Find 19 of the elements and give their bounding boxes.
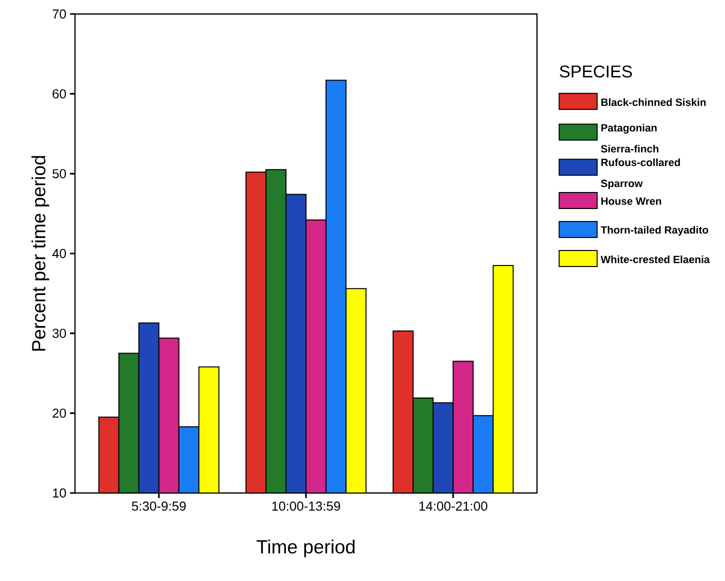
legend-label: Thorn-tailed Rayadito	[600, 226, 708, 236]
text: Rufous-collared Sparrow	[600, 158, 680, 190]
legend-label: White-crested Elaenia	[600, 255, 710, 264]
x-axis-title: Time period	[256, 540, 355, 558]
x-tick-label: 14:00-21:00	[419, 502, 488, 511]
legend-title: SPECIES	[560, 65, 632, 78]
legend-label: House Wren	[601, 198, 662, 205]
y-tick-label: 10	[53, 488, 66, 498]
x-tick-label: 5:30-9:59	[132, 502, 186, 511]
y-axis-title: Percent per time period	[31, 156, 50, 351]
y-tick-label: 30	[52, 328, 66, 338]
legend-label: Black-chinned Siskin	[601, 98, 706, 106]
y-tick-label: 60	[52, 89, 66, 98]
y-tick-label: 40	[52, 248, 66, 258]
y-tick-label: 20	[52, 408, 66, 418]
x-tick-label: 10:00-13:59	[272, 502, 340, 511]
y-tick-label: 70	[52, 9, 66, 19]
legend-label: Patagonian Sierra-finch	[600, 124, 658, 153]
y-tick-label: 50	[52, 169, 66, 178]
